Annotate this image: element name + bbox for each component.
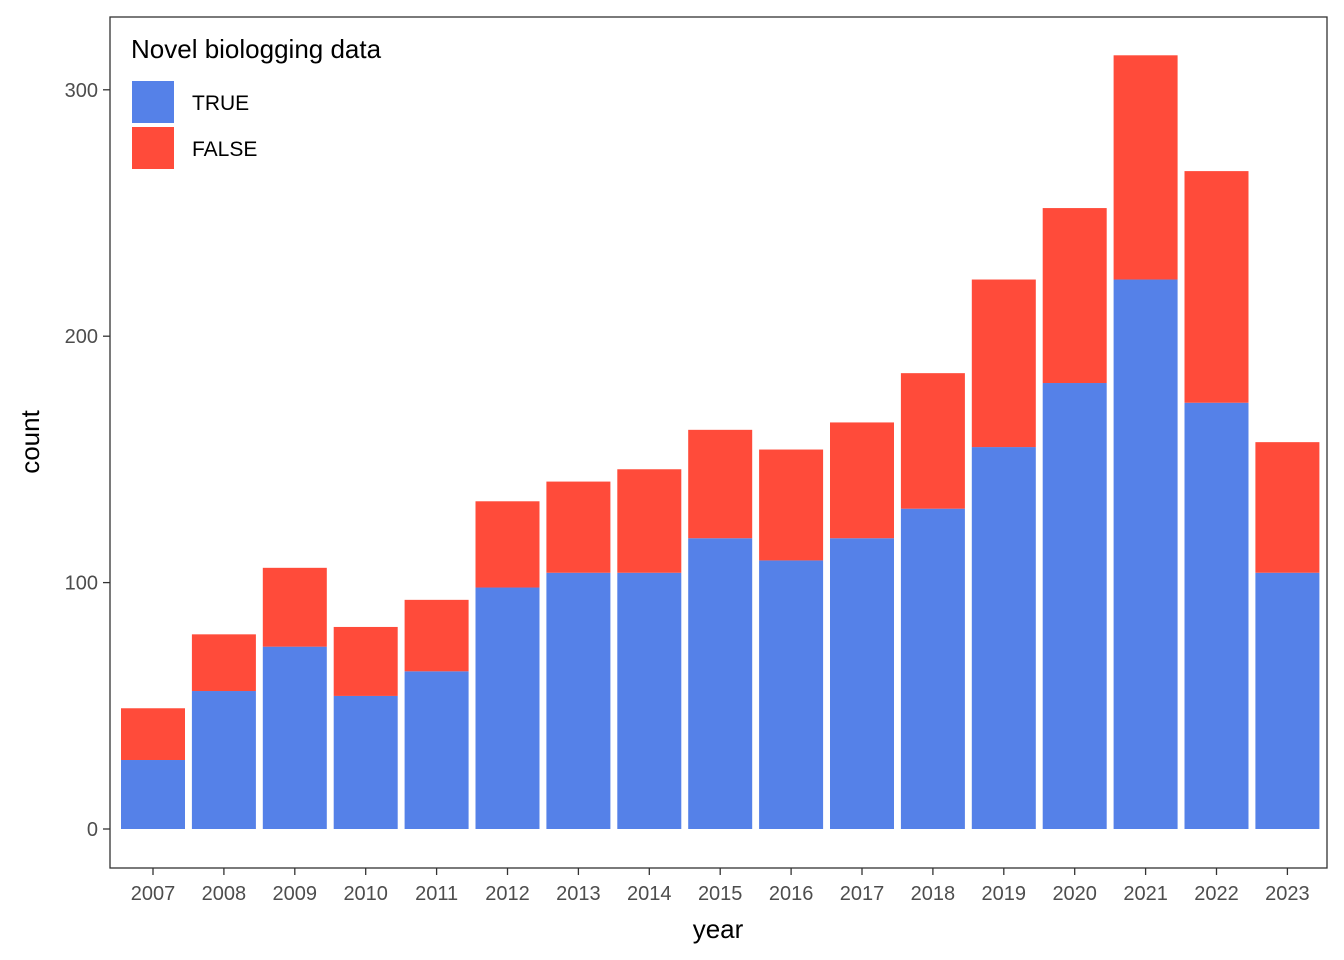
x-tick-label: 2010 [343, 883, 388, 905]
y-tick-label: 300 [65, 80, 98, 102]
bar-2021-false [1113, 55, 1178, 280]
x-tick-label: 2019 [982, 883, 1027, 905]
y-axis: 0 100 200 300 [65, 80, 110, 841]
legend: Novel biologging data TRUE FALSE [131, 34, 382, 169]
bar-2021-true [1113, 279, 1178, 829]
bar-2016-false [759, 449, 824, 561]
bar-2008-true [191, 691, 256, 829]
bar-2017-false [830, 422, 894, 539]
bar-2007-true [121, 760, 185, 829]
bar-2017-true [830, 538, 894, 829]
legend-label-false: FALSE [192, 138, 257, 161]
bar-2009-true [262, 646, 327, 829]
bar-2015-false [688, 429, 753, 539]
bar-2014-false [617, 469, 682, 573]
x-tick-label: 2011 [415, 883, 458, 905]
y-tick-label: 100 [65, 573, 98, 595]
bar-2011-true [404, 671, 469, 829]
y-axis-title: count [15, 409, 45, 473]
bar-2023-false [1255, 442, 1320, 573]
x-tick-label: 2017 [840, 883, 885, 905]
bar-2022-true [1184, 402, 1249, 829]
legend-title: Novel biologging data [131, 34, 382, 64]
x-tick-label: 2022 [1194, 883, 1239, 905]
bar-2010-true [333, 695, 398, 829]
x-tick-label: 2016 [769, 883, 814, 905]
x-tick-label: 2012 [485, 883, 530, 905]
x-tick-label: 2007 [131, 883, 176, 905]
x-tick-label: 2015 [698, 883, 743, 905]
bar-2018-true [900, 508, 965, 829]
bar-2013-true [546, 572, 611, 829]
y-tick-label: 200 [65, 326, 98, 348]
x-axis-title: year [693, 914, 744, 944]
legend-key-true [132, 81, 174, 123]
bar-2010-false [333, 626, 398, 696]
x-tick-label: 2009 [273, 883, 318, 905]
x-tick-label: 2018 [911, 883, 956, 905]
panel-border [109, 16, 1328, 869]
bar-2022-false [1184, 171, 1249, 403]
bar-2012-true [475, 587, 540, 829]
x-tick-label: 2023 [1265, 883, 1310, 905]
bar-2007-false [121, 708, 185, 760]
bar-2023-true [1255, 572, 1320, 829]
bar-2020-false [1042, 208, 1107, 384]
bar-2019-false [971, 279, 1036, 448]
x-tick-label: 2008 [202, 883, 247, 905]
x-tick-label: 2014 [627, 883, 672, 905]
bar-2015-true [688, 538, 753, 829]
legend-key-false [132, 127, 174, 169]
bar-2008-false [191, 634, 256, 692]
bar-2012-false [475, 501, 540, 588]
legend-label-true: TRUE [192, 92, 249, 115]
bar-2011-false [404, 599, 469, 672]
bar-2020-true [1042, 383, 1107, 829]
bar-2018-false [900, 373, 965, 509]
bar-2009-false [262, 567, 327, 647]
bar-2019-true [971, 447, 1036, 829]
bars-layer [121, 55, 1320, 829]
x-tick-label: 2021 [1123, 883, 1168, 905]
y-tick-label: 0 [87, 819, 98, 841]
x-tick-label: 2020 [1052, 883, 1097, 905]
x-axis: 2007 2008 2009 2010 2011 2012 2013 2014 2015 2016… [131, 868, 1310, 905]
bar-2013-false [546, 481, 611, 573]
bar-2016-true [759, 560, 824, 829]
x-tick-label: 2013 [556, 883, 601, 905]
bar-2014-true [617, 572, 682, 829]
